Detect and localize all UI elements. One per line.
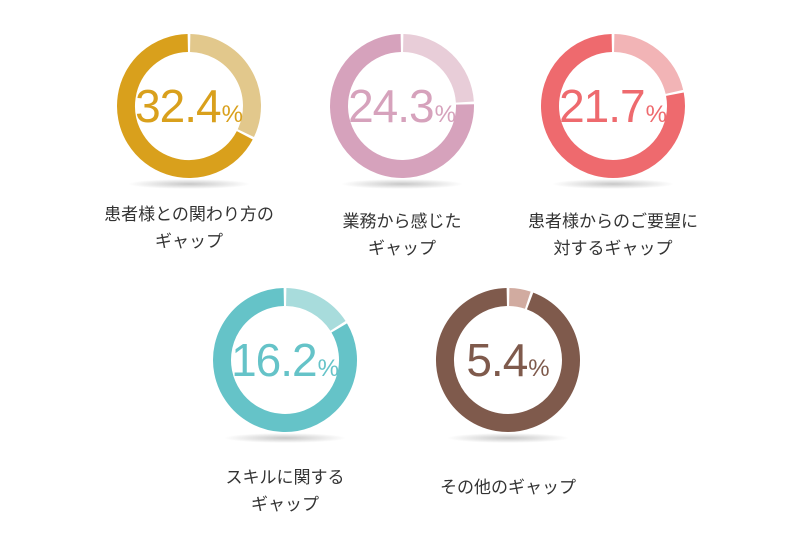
donut-value-label: 24.3%: [348, 80, 456, 132]
label-line: その他のギャップ: [440, 478, 576, 498]
donut-shadow: [127, 179, 251, 189]
label-skill-gap: スキルに関する ギャップ: [175, 465, 395, 519]
donut-value-label: 16.2%: [231, 334, 339, 386]
donut-shadow: [223, 433, 347, 443]
value-number: 16.2: [231, 334, 317, 386]
donut-2: 21.7%: [541, 34, 685, 189]
donut-shadow: [340, 179, 464, 189]
donut-4: 5.4%: [435, 288, 580, 443]
donut-value-arc: [402, 34, 474, 103]
label-line: 業務から感じた: [342, 212, 462, 232]
donut-3: 16.2%: [213, 288, 357, 443]
donut-remainder-arc: [435, 288, 580, 432]
label-line: 患者様からのご要望に: [528, 212, 698, 232]
donut-value-label: 5.4%: [466, 334, 549, 386]
value-number: 5.4: [466, 334, 527, 386]
donut-value-label: 21.7%: [559, 80, 667, 132]
donut-1: 24.3%: [330, 34, 474, 189]
label-request-gap: 患者様からのご要望に 対するギャップ: [503, 209, 723, 263]
label-relationship-gap: 患者様との関わり方の ギャップ: [79, 202, 299, 256]
percent-sign: %: [528, 355, 549, 382]
donut-value-label: 32.4%: [135, 80, 243, 132]
donut-remainder-arc: [117, 34, 253, 178]
donut-value-arc: [508, 288, 531, 309]
label-work-gap: 業務から感じた ギャップ: [292, 209, 512, 263]
label-line: ギャップ: [251, 495, 319, 515]
label-line: スキルに関する: [225, 468, 345, 488]
percent-sign: %: [222, 101, 243, 128]
label-line: 対するギャップ: [553, 239, 673, 259]
label-other-gap: その他のギャップ: [398, 475, 618, 502]
percent-sign: %: [435, 101, 456, 128]
donut-value-arc: [285, 288, 346, 332]
donut-shadow: [446, 433, 570, 443]
donut-value-arc: [189, 34, 261, 138]
label-line: ギャップ: [155, 232, 223, 252]
donut-shadow: [551, 179, 675, 189]
donut-value-arc: [613, 34, 684, 95]
label-line: ギャップ: [368, 239, 436, 259]
value-number: 24.3: [348, 80, 434, 132]
donut-0: 32.4%: [117, 34, 261, 189]
label-line: 患者様との関わり方の: [104, 205, 274, 225]
donut-remainder-arc: [330, 34, 474, 178]
percent-sign: %: [646, 101, 667, 128]
donut-remainder-arc: [213, 288, 357, 432]
donut-remainder-arc: [541, 34, 685, 178]
value-number: 32.4: [135, 80, 221, 132]
percent-sign: %: [318, 355, 339, 382]
value-number: 21.7: [559, 80, 645, 132]
